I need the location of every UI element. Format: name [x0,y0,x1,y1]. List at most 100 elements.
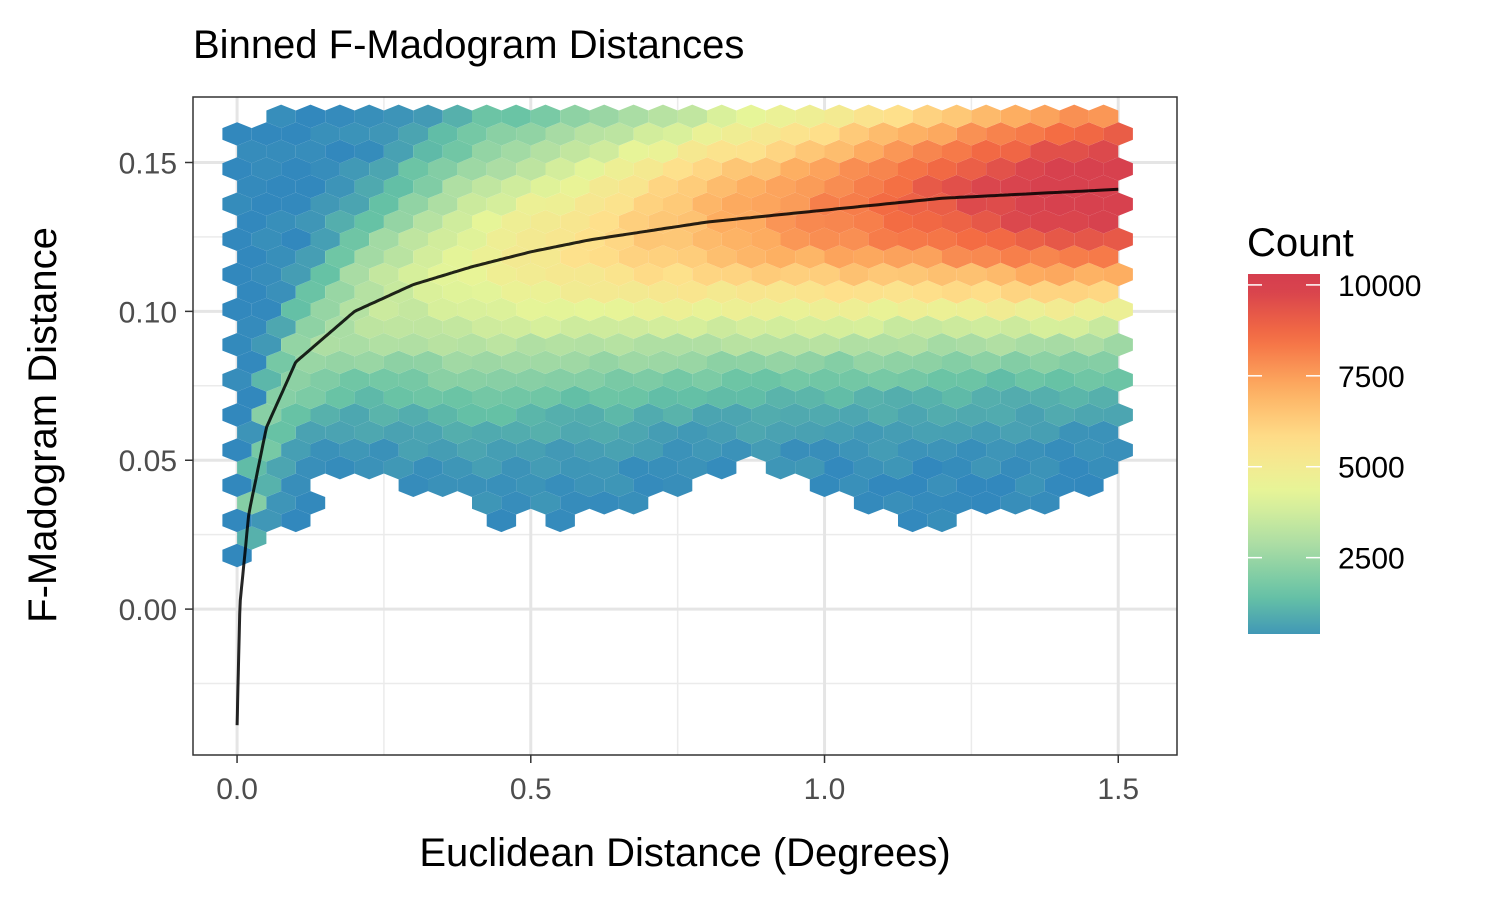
hex-bin [266,491,296,515]
hex-bin [927,227,957,251]
hex-bin [1103,297,1133,322]
hex-bin [795,315,825,339]
hex-bin [1015,438,1045,462]
hex-bin [251,122,282,146]
hex-bin [898,157,928,181]
hex-bin [824,104,854,129]
hex-bin [1000,174,1031,199]
hex-bin [942,245,972,269]
hex-bin [310,227,340,251]
hex-bin [780,403,810,427]
hex-bin [751,192,781,216]
hex-bin [868,262,898,287]
hex-bin [383,139,414,164]
hex-bin [912,174,942,199]
hex-bin [530,280,561,304]
hex-bin [310,438,340,462]
hex-bin [839,122,869,146]
legend-tick-label: 7500 [1338,361,1405,394]
hex-bin [310,297,340,322]
hex-bin [942,385,972,410]
hex-bin [530,385,561,410]
hex-bin [1074,368,1104,392]
hex-bin [281,368,311,392]
hex-bin [809,333,840,357]
hex-bin [589,456,619,480]
hex-bin [956,473,987,497]
hex-bin [501,174,531,199]
hex-bin [853,139,884,164]
hex-bin [574,122,605,146]
hex-bin [780,122,810,146]
hex-bin [751,227,781,251]
hex-bin [618,420,649,445]
hex-bin [369,227,399,251]
hex-bin [1015,403,1045,427]
hex-bin [927,473,957,497]
hex-bin [1059,420,1089,445]
hex-bin [986,403,1016,427]
hex-bin [751,438,781,462]
hex-bin [486,227,517,251]
hex-bin [971,385,1001,410]
hex-bin [1030,350,1060,374]
hex-bin [1059,210,1089,234]
hex-bin [868,157,898,181]
hex-bin [574,403,605,427]
hex-bin [765,245,796,269]
hex-bin [618,280,649,304]
hex-bin [883,491,913,515]
hex-bin [339,333,370,357]
hex-bin [618,491,649,515]
hex-bin [251,473,282,497]
hex-bin [692,157,722,181]
hex-bin [339,157,370,181]
hex-bin [663,192,693,216]
hex-bin [677,456,707,480]
hex-bin [633,403,663,427]
hex-bin [604,438,634,462]
hex-bin [1030,420,1060,445]
hex-bin [1015,227,1045,251]
hex-bin [1015,473,1045,497]
hex-bin [942,139,972,164]
hex-bin [516,122,546,146]
hex-bin [589,385,619,410]
hex-bin [1000,139,1031,164]
hex-bin [1044,438,1075,462]
hex-bin [663,227,693,251]
hex-bin [971,104,1001,129]
hex-bin [369,368,399,392]
hex-bin [677,280,707,304]
hex-bin [339,192,370,216]
hex-bin [898,333,928,357]
hex-bin [868,403,898,427]
hex-bin [942,491,972,515]
hex-bin [1044,473,1075,497]
hex-bin [1074,122,1104,146]
hex-bin [325,174,355,199]
hex-bin [765,315,796,339]
hex-bin [1088,104,1119,129]
hex-bin [853,420,884,445]
hex-bin [986,262,1016,287]
hex-bin [1000,385,1031,410]
hex-bin [986,157,1016,181]
hex-bin [648,280,678,304]
hex-bin [765,174,796,199]
hex-bin [1030,315,1060,339]
hex-bin [986,227,1016,251]
hex-bin [560,350,590,374]
hex-bin [883,315,913,339]
hex-bin [398,473,428,497]
hex-bin [354,315,384,339]
hex-bin [545,473,575,497]
hex-bin [501,280,531,304]
hex-bin [1103,122,1133,146]
hex-bin [898,227,928,251]
hex-bin [457,297,487,322]
hex-bin [589,280,619,304]
hex-bin [633,473,663,497]
hex-bin [530,491,561,515]
hex-bin [222,192,252,216]
